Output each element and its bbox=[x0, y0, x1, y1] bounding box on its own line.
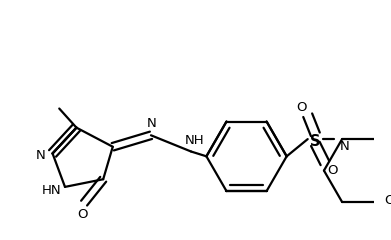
Text: S: S bbox=[310, 133, 321, 149]
Text: O: O bbox=[77, 208, 88, 221]
Text: N: N bbox=[340, 140, 350, 153]
Text: HN: HN bbox=[42, 184, 61, 197]
Text: O: O bbox=[296, 101, 306, 114]
Text: N: N bbox=[147, 117, 157, 130]
Text: NH: NH bbox=[185, 134, 205, 147]
Text: O: O bbox=[385, 194, 391, 207]
Text: O: O bbox=[327, 164, 338, 177]
Text: N: N bbox=[36, 149, 46, 162]
